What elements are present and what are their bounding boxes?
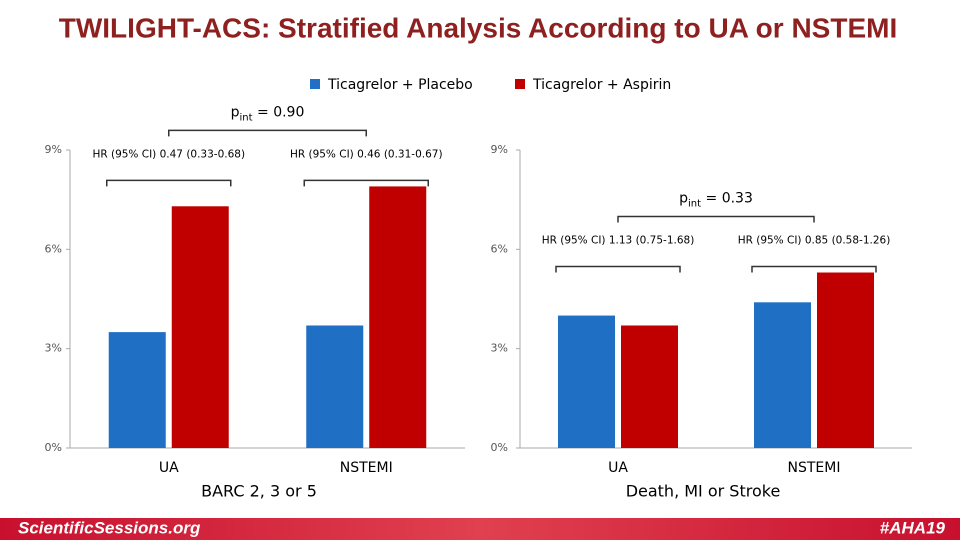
- hr-label: HR (95% CI) 0.46 (0.31-0.67): [290, 148, 443, 160]
- y-tick-label: 9%: [45, 143, 62, 156]
- bar: [369, 186, 427, 448]
- bar: [108, 332, 166, 448]
- p-symbol: p: [231, 104, 240, 120]
- slide-title: TWILIGHT-ACS: Stratified Analysis Accord…: [59, 12, 897, 43]
- p-symbol: p: [679, 191, 688, 207]
- legend-label: Ticagrelor + Placebo: [327, 77, 473, 93]
- bracket: [751, 265, 877, 273]
- p-interaction: pint = 0.90: [231, 104, 305, 123]
- p-interaction: pint = 0.33: [679, 191, 753, 210]
- bar: [306, 325, 364, 448]
- y-tick-label: 0%: [491, 441, 508, 454]
- bracket: [106, 179, 232, 187]
- bar: [171, 206, 229, 448]
- p-value: = 0.90: [253, 104, 305, 120]
- footer-left: ScientificSessions.org: [18, 518, 201, 537]
- bar: [621, 325, 678, 448]
- y-tick-label: 9%: [491, 143, 508, 156]
- bar: [754, 302, 811, 448]
- x-tick-label: UA: [159, 460, 179, 476]
- y-tick-label: 6%: [45, 242, 62, 255]
- bar: [817, 272, 874, 448]
- legend-swatch: [310, 79, 320, 89]
- hr-label: HR (95% CI) 0.85 (0.58-1.26): [738, 235, 891, 247]
- y-tick-label: 3%: [491, 342, 508, 355]
- p-bracket: [617, 215, 815, 223]
- p-subscript: int: [240, 112, 253, 123]
- p-value: = 0.33: [701, 191, 753, 207]
- footer-right: #AHA19: [880, 518, 946, 537]
- y-tick-label: 6%: [491, 242, 508, 255]
- x-axis-label: BARC 2, 3 or 5: [201, 482, 317, 501]
- footer-bar: [0, 518, 960, 540]
- legend-label: Ticagrelor + Aspirin: [532, 77, 671, 93]
- hr-label: HR (95% CI) 0.47 (0.33-0.68): [92, 148, 245, 160]
- legend-swatch: [515, 79, 525, 89]
- y-tick-label: 3%: [45, 342, 62, 355]
- bracket: [555, 265, 681, 273]
- x-tick-label: NSTEMI: [788, 460, 841, 476]
- bracket: [303, 179, 429, 187]
- x-tick-label: NSTEMI: [340, 460, 393, 476]
- y-tick-label: 0%: [45, 441, 62, 454]
- hr-label: HR (95% CI) 1.13 (0.75-1.68): [542, 235, 695, 247]
- x-axis-label: Death, MI or Stroke: [626, 482, 781, 501]
- p-subscript: int: [688, 199, 701, 210]
- x-tick-label: UA: [608, 460, 628, 476]
- bar: [558, 315, 615, 448]
- p-bracket: [168, 129, 367, 137]
